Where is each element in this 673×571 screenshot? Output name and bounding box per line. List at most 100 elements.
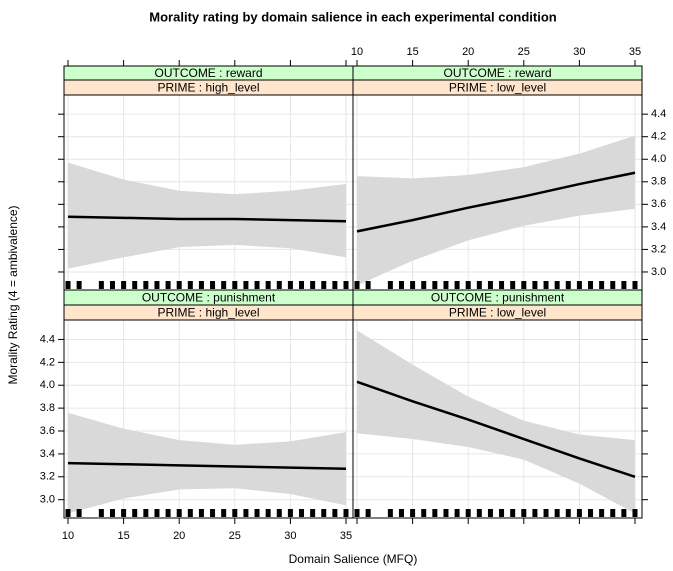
y-tick-label: 4.0 (651, 153, 666, 165)
rug-tick (221, 509, 227, 517)
y-tick-label: 3.2 (40, 471, 55, 483)
rug-tick (65, 509, 71, 517)
rug-tick (354, 509, 360, 517)
rug-tick (499, 509, 505, 517)
y-axis-label: Morality Rating (4 = ambivalence) (6, 205, 20, 384)
x-tick-label: 25 (518, 46, 530, 58)
rug-tick (265, 281, 271, 289)
confidence-band (68, 412, 346, 514)
rug-tick (521, 281, 527, 289)
rug-tick (621, 509, 627, 517)
rug-tick (421, 281, 427, 289)
rug-tick (109, 281, 115, 289)
rug-tick (310, 281, 316, 289)
confidence-band (68, 162, 346, 269)
rug-tick (65, 281, 71, 289)
rug-tick (410, 509, 416, 517)
y-tick-label: 4.2 (40, 356, 55, 368)
strip (352, 304, 643, 321)
x-tick-label: 15 (117, 530, 129, 542)
rug-tick (565, 509, 571, 517)
confidence-band (357, 135, 635, 286)
rug-tick (121, 281, 127, 289)
strip-label: PRIME : high_level (157, 81, 259, 95)
rug-tick (265, 509, 271, 517)
rug-tick (210, 509, 216, 517)
strip-label: OUTCOME : reward (443, 66, 551, 80)
rug-tick (487, 509, 493, 517)
rug-tick (287, 281, 293, 289)
strip-label: PRIME : low_level (449, 306, 546, 320)
rug-tick (588, 509, 594, 517)
rug-tick (632, 281, 638, 289)
strip-label: PRIME : low_level (449, 81, 546, 95)
rug-tick (343, 281, 349, 289)
rug-tick (232, 281, 238, 289)
rug-tick (398, 509, 404, 517)
rug-tick (76, 281, 82, 289)
x-tick-label: 25 (229, 530, 241, 542)
rug-tick (198, 509, 204, 517)
rug-tick (321, 281, 327, 289)
y-tick-label: 3.0 (651, 266, 666, 278)
rug-tick (454, 509, 460, 517)
fit-line (356, 171, 636, 233)
strip-label: OUTCOME : punishment (142, 291, 276, 305)
rug-tick (98, 281, 104, 289)
rug-tick (121, 509, 127, 517)
rug-tick (143, 509, 149, 517)
rug-tick (599, 281, 605, 289)
rug-tick (165, 281, 171, 289)
x-tick-label: 15 (406, 46, 418, 58)
chart-title: Morality rating by domain salience in ea… (149, 9, 556, 24)
rug-tick (521, 509, 527, 517)
rug-tick (476, 281, 482, 289)
rug-tick (254, 281, 260, 289)
fit-line (67, 215, 347, 223)
rug-tick (510, 281, 516, 289)
rug-tick (332, 281, 338, 289)
rug-tick (387, 509, 393, 517)
rug-tick (576, 509, 582, 517)
rug-tick (487, 281, 493, 289)
rug-tick (610, 281, 616, 289)
rug-tick (532, 281, 538, 289)
rug-tick (554, 509, 560, 517)
x-tick-label: 30 (284, 530, 296, 542)
fit-line (67, 461, 347, 471)
rug-tick (632, 509, 638, 517)
rug-tick (287, 509, 293, 517)
x-tick-label: 30 (573, 46, 585, 58)
rug-tick (143, 281, 149, 289)
strip-label: OUTCOME : punishment (431, 291, 565, 305)
x-tick-label: 10 (62, 530, 74, 542)
y-tick-label: 3.2 (651, 243, 666, 255)
rug-tick (532, 509, 538, 517)
rug-tick (109, 509, 115, 517)
rug-tick (576, 281, 582, 289)
rug-tick (454, 281, 460, 289)
rug-tick (210, 281, 216, 289)
rug-tick (432, 509, 438, 517)
y-tick-label: 3.6 (651, 198, 666, 210)
rug-tick (132, 281, 138, 289)
rug-tick (543, 509, 549, 517)
rug-tick (421, 509, 427, 517)
rug-tick (343, 509, 349, 517)
rug-tick (476, 509, 482, 517)
rug-tick (221, 281, 227, 289)
rug-tick (243, 281, 249, 289)
rug-tick (187, 509, 193, 517)
rug-tick (499, 281, 505, 289)
x-tick-label: 35 (629, 46, 641, 58)
rug-tick (276, 281, 282, 289)
rug-tick (254, 509, 260, 517)
rug-tick (588, 281, 594, 289)
rug-tick (299, 509, 305, 517)
rug-tick (599, 509, 605, 517)
rug-tick (365, 509, 371, 517)
rug-tick (398, 281, 404, 289)
rug-tick (410, 281, 416, 289)
rug-tick (243, 509, 249, 517)
rug-tick (443, 509, 449, 517)
